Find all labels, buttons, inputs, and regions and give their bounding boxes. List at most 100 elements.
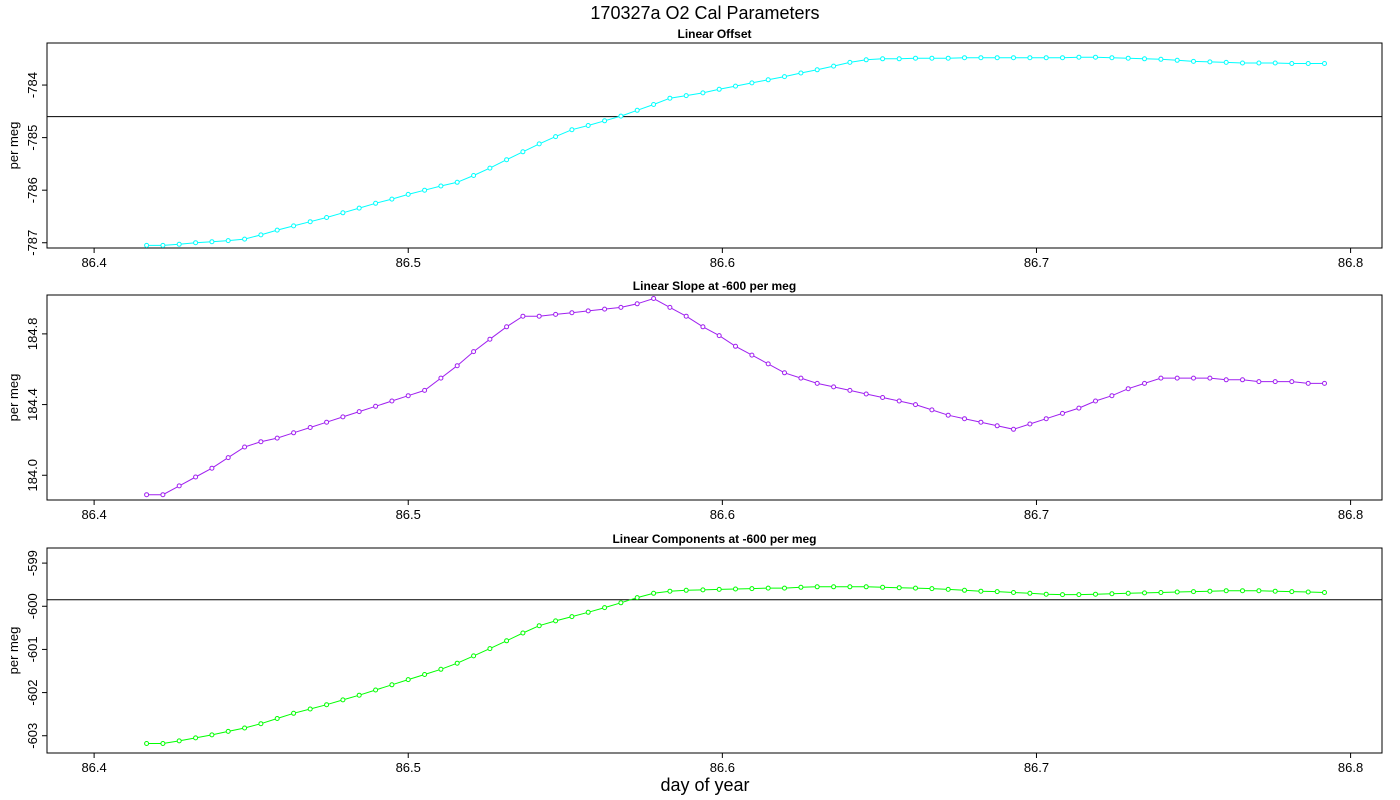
data-point [225,238,231,244]
data-point [405,393,411,399]
data-point [667,95,673,101]
y-tick-label: -785 [25,125,40,151]
data-point [209,465,215,471]
data-point [242,236,248,242]
data-point [1011,590,1016,595]
x-tick-label: 86.6 [710,760,735,775]
data-point [585,123,591,128]
data-point [1256,379,1262,385]
data-point [569,310,575,316]
data-point [945,55,951,61]
data-point [1289,61,1295,66]
x-tick-label: 86.5 [396,255,421,270]
data-point [814,584,820,590]
data-point [1223,59,1229,65]
panel-2: Linear Slope at -600 per meg per meg 86.4 8… [6,279,1383,522]
data-point [1305,380,1311,386]
data-point [716,586,722,592]
data-point [520,313,526,319]
data-point [602,306,608,312]
x-tick-label: 86.4 [81,760,106,775]
data-point [1060,55,1065,61]
data-point [144,741,150,746]
series-line [146,297,1325,496]
data-point [733,83,738,89]
data-point [602,605,608,611]
data-point [307,425,313,430]
data-point [291,430,297,436]
data-point [536,623,542,629]
data-point [863,391,869,397]
data-point [340,414,346,420]
data-point [487,336,493,342]
data-point [225,455,231,461]
y-tick-label: -601 [25,636,40,662]
y-tick-label: 184.8 [25,318,40,351]
y-tick-label: -787 [25,230,40,256]
y-tick-label: -786 [25,177,40,203]
data-point [978,588,984,594]
y-axis-label: per meg [6,627,21,675]
data-point [193,474,199,480]
data-point [193,735,199,741]
data-point [1093,54,1098,60]
data-point [307,219,313,225]
data-point [487,165,493,171]
data-point [651,102,657,107]
data-point [716,333,722,339]
data-point [978,55,984,61]
data-point [471,349,477,355]
data-point [160,492,166,498]
data-point [487,646,493,652]
data-point [831,384,837,390]
data-point [373,403,379,409]
data-point [634,301,640,307]
data-point [798,375,804,381]
data-point [929,407,935,413]
data-point [814,67,820,73]
data-point [1060,592,1065,598]
data-point [373,687,379,693]
data-point [978,419,984,425]
data-point [683,93,689,99]
data-point [847,584,853,590]
data-point [307,706,313,712]
data-point [471,173,477,178]
data-point [847,59,853,65]
data-point [1223,377,1229,383]
data-point [618,600,624,606]
data-point [1322,61,1327,66]
data-point [618,113,624,119]
data-point [1272,379,1278,385]
data-point [356,409,362,415]
y-tick-label: -602 [25,680,40,706]
data-point [896,56,902,62]
data-point [1289,589,1295,595]
data-point [176,241,182,247]
data-point [994,589,1000,595]
data-point [651,590,657,596]
panel-title: Linear Slope at -600 per meg [633,279,796,293]
data-point [1158,56,1164,62]
plot-frame [46,42,1383,249]
data-point [569,614,575,620]
data-point [1158,375,1164,381]
data-point [1191,375,1196,381]
data-point [258,721,264,727]
panel-title: Linear Components at -600 per meg [612,532,816,546]
data-point [258,439,264,445]
data-point [896,585,902,591]
data-point [667,304,673,310]
data-point [716,86,722,92]
data-point [1322,380,1327,386]
data-point [504,638,510,644]
plot-frame [46,294,1383,501]
data-point [176,738,182,744]
data-point [945,586,951,592]
data-point [553,618,559,624]
data-point [1207,59,1213,65]
x-tick-label: 86.4 [81,255,106,270]
x-tick-label: 86.7 [1024,760,1049,775]
data-point [1142,56,1147,62]
data-point [324,419,330,425]
